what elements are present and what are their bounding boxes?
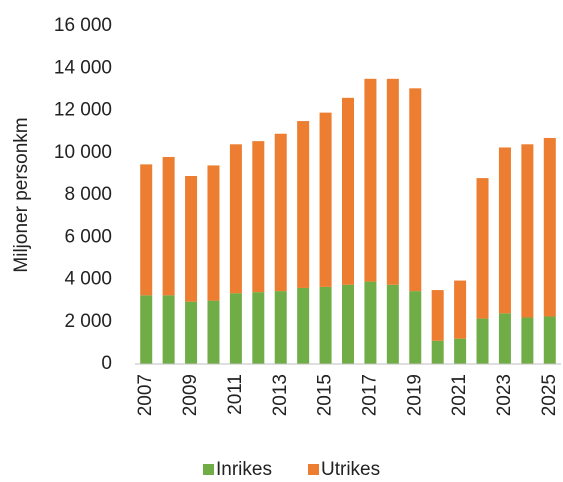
bar-segment — [185, 175, 198, 302]
bar-segment — [229, 144, 242, 294]
bar-segment — [543, 137, 556, 317]
x-tick-label: 2013 — [270, 374, 291, 416]
bar-segment — [297, 121, 310, 288]
y-tick-label: 10 000 — [54, 142, 112, 163]
x-tick-label: 2023 — [494, 374, 515, 416]
bar-segment — [498, 313, 511, 364]
x-tick-label: 2015 — [315, 374, 336, 416]
bar-segment — [140, 164, 153, 296]
bar-segment — [207, 165, 220, 301]
legend-swatch — [203, 464, 214, 475]
bar-segment — [386, 284, 399, 364]
bar-segment — [521, 317, 534, 364]
y-tick-label: 4 000 — [64, 269, 112, 290]
bar-segment — [252, 292, 265, 364]
bar-segment — [207, 300, 220, 364]
bar-segment — [274, 291, 287, 364]
y-tick-label: 16 000 — [54, 15, 112, 36]
bar-segment — [543, 316, 556, 364]
bar-segment — [431, 340, 444, 364]
legend-swatch — [308, 464, 319, 475]
bar-segment — [498, 147, 511, 314]
bar-segment — [409, 88, 422, 292]
bar-segment — [342, 97, 354, 285]
legend-label: Inrikes — [216, 459, 272, 480]
bar-segment — [386, 78, 399, 285]
bar-segment — [521, 144, 534, 318]
bar-segment — [274, 133, 287, 292]
bar-segment — [342, 284, 354, 364]
y-tick-label: 6 000 — [64, 226, 112, 247]
bar-segment — [319, 112, 332, 287]
bar-segment — [431, 290, 444, 341]
bar-segment — [252, 141, 265, 293]
bar-segment — [364, 78, 377, 282]
y-axis-title: Miljoner personkm — [11, 117, 32, 272]
y-tick-label: 14 000 — [54, 57, 112, 78]
bar-segment — [476, 318, 489, 364]
bar-segment — [162, 295, 175, 364]
bar-segment — [409, 291, 422, 364]
bar-segment — [454, 338, 467, 364]
x-tick-label: 2021 — [449, 374, 470, 416]
x-tick-label: 2007 — [135, 374, 156, 416]
x-tick-label: 2019 — [404, 374, 425, 416]
bar-segment — [454, 280, 467, 339]
x-tick-label: 2025 — [539, 374, 560, 416]
bar-segment — [297, 287, 310, 364]
y-tick-label: 8 000 — [64, 184, 112, 205]
y-tick-label: 12 000 — [54, 100, 112, 121]
x-tick-label: 2009 — [180, 374, 201, 416]
bar-segment — [229, 293, 242, 364]
x-tick-label: 2017 — [359, 374, 380, 416]
bar-segment — [162, 156, 175, 296]
y-tick-label: 2 000 — [64, 311, 112, 332]
bar-segment — [476, 178, 489, 319]
y-tick-label: 0 — [101, 353, 112, 374]
bar-segment — [185, 301, 198, 364]
legend-label: Utrikes — [321, 459, 380, 480]
bar-segment — [319, 286, 332, 364]
bar-segment — [140, 295, 153, 364]
x-tick-label: 2011 — [225, 374, 246, 415]
bar-segment — [364, 281, 377, 364]
